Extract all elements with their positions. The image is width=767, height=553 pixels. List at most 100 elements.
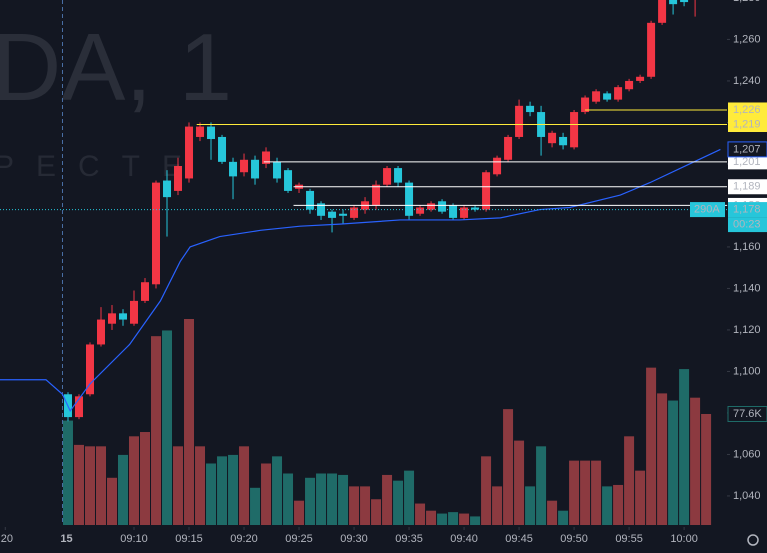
level-label-box [728, 117, 767, 133]
x-tick-label: 09:15 [175, 533, 203, 545]
candle-body [163, 180, 172, 198]
candle-body [207, 126, 216, 140]
candle-body [570, 112, 579, 148]
y-tick-label: 1,240 [733, 75, 761, 87]
volume-bar [294, 500, 305, 525]
x-tick-label: 09:25 [285, 533, 313, 545]
volume-bar [646, 367, 657, 525]
plot-area [0, 0, 727, 525]
volume-bar [481, 456, 492, 525]
level-label: 1,226 [733, 104, 761, 116]
volume-bar [338, 474, 349, 525]
candle-body [383, 168, 392, 185]
volume-bar [106, 477, 117, 525]
volume-bar [547, 500, 558, 525]
y-tick-label: 1,100 [733, 365, 761, 377]
candle-body [130, 300, 139, 324]
volume-bar [316, 473, 327, 525]
level-label: 1,189 [733, 181, 761, 193]
candle-body [515, 105, 524, 137]
x-tick-label: 15 [60, 533, 72, 545]
volume-bar [62, 420, 73, 525]
level-label-box [728, 179, 767, 195]
candle-body [218, 136, 227, 162]
x-tick-label: 09:20 [230, 533, 258, 545]
settings-icon[interactable] [747, 534, 759, 546]
y-tick-label: 1,040 [733, 490, 761, 502]
volume-bar [151, 336, 162, 525]
volume-bar [162, 330, 173, 525]
volume-bar [690, 397, 701, 525]
level-label-box [728, 102, 767, 118]
volume-bar [239, 446, 250, 525]
candle-body [119, 313, 128, 320]
volume-bar [657, 393, 668, 525]
volume-bar [624, 436, 635, 525]
volume-bar [129, 436, 140, 525]
volume-bar [349, 486, 360, 525]
volume-bar [118, 454, 129, 525]
candle-body [240, 159, 249, 173]
volume-bar [470, 516, 481, 525]
volume-bar [569, 460, 580, 525]
y-tick-label: 1,160 [733, 241, 761, 253]
candle-body [614, 87, 623, 100]
y-tick-label: 1,280 [733, 0, 761, 4]
volume-label-box [727, 405, 767, 422]
x-tick-label: 09:10 [120, 533, 148, 545]
volume-bar [393, 480, 404, 525]
volume-bar [701, 413, 712, 525]
candle-body [449, 205, 458, 218]
candle-body [482, 172, 491, 210]
volume-bar [272, 456, 283, 525]
candle-body [229, 161, 238, 177]
x-tick-label: 10:00 [670, 533, 698, 545]
candle-body [350, 207, 359, 218]
x-tick-label: 09:40 [450, 533, 478, 545]
candle-body [680, 0, 689, 3]
x-tick-label: :20 [0, 533, 13, 545]
candle-body [647, 22, 656, 77]
volume-bar [503, 409, 514, 525]
level-label: 1,219 [733, 118, 761, 130]
vwap-label-box [727, 141, 767, 158]
watermark: DA, 1 [0, 14, 232, 121]
volume-bar [613, 484, 624, 525]
volume-bar [459, 513, 470, 525]
x-tick-label: 09:55 [615, 533, 643, 545]
candle-body [394, 168, 403, 183]
candle-body [669, 0, 678, 5]
volume-bar [492, 486, 503, 525]
volume-bar [95, 446, 106, 525]
candle-body [493, 157, 502, 175]
volume-bar [536, 446, 547, 525]
volume-bar [437, 513, 448, 525]
level-label: 1,201 [733, 156, 761, 168]
candle-body [504, 136, 513, 160]
volume-bar [679, 369, 690, 525]
candle-body [526, 105, 535, 113]
volume-bar [415, 503, 426, 525]
volume-bar [360, 486, 371, 525]
volume-bar [250, 487, 261, 525]
volume-bar [668, 400, 679, 525]
volume-bar [206, 463, 217, 525]
volume-bar [448, 512, 459, 525]
x-tick-label: 09:50 [560, 533, 588, 545]
candle-body [405, 182, 414, 216]
volume-bar [228, 454, 239, 525]
volume-bar [382, 474, 393, 525]
volume-bar [73, 444, 84, 525]
candle-body [185, 126, 194, 179]
volume-bar [140, 432, 151, 525]
candle-body [273, 161, 282, 179]
y-tick-label: 1,260 [733, 33, 761, 45]
candle-body [559, 136, 568, 146]
volume-bar [84, 446, 95, 525]
y-tick-label: 1,120 [733, 324, 761, 336]
candle-body [438, 201, 447, 212]
volume-bar [514, 440, 525, 525]
y-tick-label: 1,060 [733, 448, 761, 460]
